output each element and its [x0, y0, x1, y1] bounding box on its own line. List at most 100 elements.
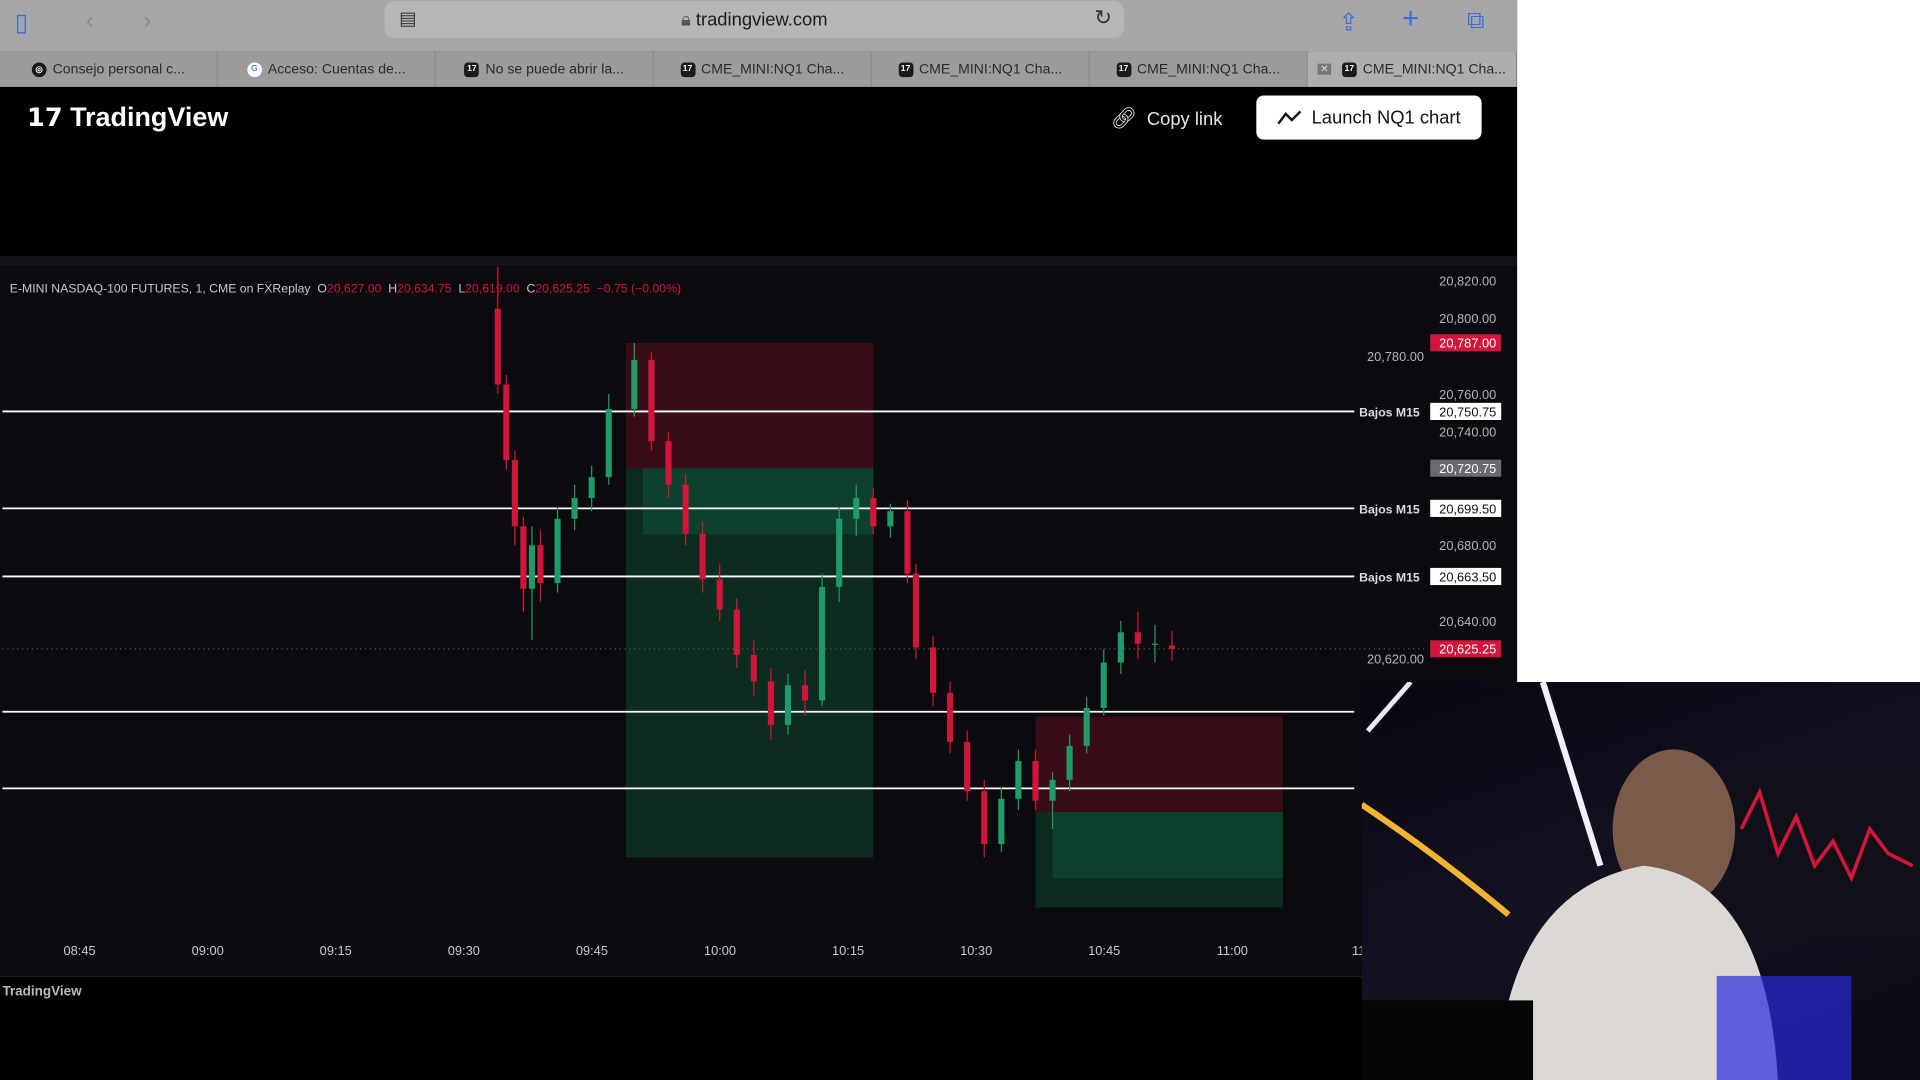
candle-body: [1168, 645, 1176, 649]
share-icon[interactable]: ⇪: [1338, 9, 1359, 37]
level-price-badge: [1430, 402, 1502, 420]
tabs-overview-icon[interactable]: ⧉: [1466, 7, 1485, 35]
reader-icon[interactable]: ▤: [399, 8, 417, 30]
tv-footer-logo[interactable]: TradingView: [2, 984, 82, 1000]
open-value: 20,627.00: [326, 282, 382, 297]
level-price-badge: [1430, 567, 1502, 586]
level-label: Bajos M15: [1359, 502, 1420, 516]
stop-zone-0: [625, 342, 874, 469]
chart-area[interactable]: Bajos M15 Bajos M15 Bajos M15 20,820.00 20,8…: [0, 255, 1518, 1006]
level-label: Bajos M15: [1359, 405, 1420, 419]
candle-body: [981, 791, 988, 845]
tradingview-icon: 17: [680, 61, 695, 77]
lock-icon: 🔒︎: [680, 9, 691, 31]
price-tick: 20,780.00: [1367, 349, 1424, 364]
candle-body: [767, 681, 774, 725]
reload-icon[interactable]: ↻: [1094, 6, 1112, 30]
candle-body: [648, 359, 655, 442]
time-tick: 09:15: [320, 943, 352, 958]
candle-body: [605, 409, 612, 478]
candle-body: [964, 742, 971, 792]
high-label: H: [388, 282, 398, 297]
candle-body: [528, 545, 535, 589]
price-badge: [1430, 640, 1502, 658]
candle-body: [750, 654, 757, 682]
candle-body: [870, 497, 877, 527]
sidebar-icon[interactable]: ▯: [14, 9, 29, 37]
tab-0[interactable]: ◎ Consejo personal c...: [0, 51, 218, 87]
tab-bar: ◎ Consejo personal c... G Acceso: Cuentas d…: [0, 51, 1518, 87]
tab-3[interactable]: 17 CME_MINI:NQ1 Cha...: [654, 51, 872, 87]
time-tick: 09:00: [192, 943, 224, 958]
candle-body: [682, 484, 689, 534]
time-tick: 10:30: [960, 943, 992, 958]
target-zone-1: [1035, 812, 1283, 908]
forward-icon[interactable]: ›: [143, 7, 152, 35]
candle-body: [801, 685, 809, 701]
tab-label: CME_MINI:NQ1 Cha...: [1362, 61, 1506, 77]
candle-body: [1032, 760, 1039, 801]
time-tick: 10:15: [832, 943, 864, 958]
price-tick: 20,740.00: [1439, 425, 1496, 440]
tab-1[interactable]: G Acceso: Cuentas de...: [218, 51, 436, 87]
candle-body: [947, 692, 954, 743]
candle-body: [665, 441, 672, 485]
candle-body: [588, 477, 595, 498]
candle-body: [554, 518, 561, 584]
tab-2[interactable]: 17 No se puede abrir la...: [436, 51, 654, 87]
time-tick: 10:45: [1088, 943, 1120, 958]
candle-body: [887, 511, 894, 527]
copy-link-label: Copy link: [1146, 108, 1223, 130]
copy-link-button[interactable]: 🔗︎ Copy link: [1111, 107, 1223, 131]
tradingview-icon: 17: [1116, 61, 1131, 77]
level-price-text: 20,750.75: [1439, 404, 1496, 419]
candle-body: [1083, 707, 1090, 746]
price-badge: [1430, 459, 1502, 477]
candle-body: [1015, 760, 1022, 799]
chart-legend: E-MINI NASDAQ-100 FUTURES, 1, CME on FXR…: [10, 283, 681, 296]
address-bar[interactable]: ▤ 🔒︎ tradingview.com ↻: [384, 1, 1125, 38]
tab-label: CME_MINI:NQ1 Cha...: [918, 61, 1063, 77]
close-tab-icon[interactable]: ✕: [1317, 63, 1331, 75]
candle-body: [930, 647, 937, 693]
candle-body: [699, 533, 706, 580]
low-value: 20,619.00: [465, 282, 520, 297]
time-tick: 09:30: [448, 943, 480, 958]
price-tick: 20,680.00: [1439, 538, 1496, 553]
time-tick: 08:45: [64, 943, 96, 958]
launch-chart-button[interactable]: Launch NQ1 chart: [1256, 95, 1482, 140]
tab-4[interactable]: 17 CME_MINI:NQ1 Cha...: [872, 51, 1090, 87]
new-tab-icon[interactable]: +: [1402, 2, 1420, 36]
time-tick: 11:00: [1217, 943, 1248, 958]
level-label: Bajos M15: [1359, 570, 1420, 584]
change-value: −0.75 (−0.00%): [596, 282, 682, 297]
tradingview-header: 𝟭𝟳 TradingView 🔗︎ Copy link Launch NQ1 cha…: [0, 86, 1518, 256]
low-label: L: [458, 282, 466, 297]
back-icon[interactable]: ‹: [85, 7, 94, 35]
level-price-text: 20,663.50: [1439, 569, 1496, 584]
level-price-badge: [1430, 499, 1502, 517]
candle-body: [571, 497, 578, 519]
candle-body: [511, 460, 518, 527]
logo-text: TradingView: [70, 101, 229, 133]
google-icon: G: [247, 61, 262, 77]
candle-body: [1100, 662, 1107, 708]
tab-6[interactable]: ✕ 17 CME_MINI:NQ1 Cha...: [1307, 51, 1518, 87]
time-tick: 10:00: [704, 943, 736, 958]
stop-zone-1: [1035, 716, 1283, 813]
chatgpt-icon: ◎: [31, 61, 47, 77]
candle-body: [836, 518, 843, 587]
time-tick: 09:45: [576, 943, 608, 958]
candle-body: [1066, 745, 1073, 780]
price-tick: 20,800.00: [1439, 311, 1496, 326]
tradingview-logo[interactable]: 𝟭𝟳 TradingView: [27, 102, 228, 134]
tab-5[interactable]: 17 CME_MINI:NQ1 Cha...: [1090, 51, 1308, 87]
chart-footer: TradingView: [0, 975, 1518, 1006]
candle-body: [1134, 632, 1141, 644]
chart-svg[interactable]: Bajos M15 Bajos M15 Bajos M15 20,820.00 20,8…: [0, 266, 1517, 1006]
close-label: C: [526, 282, 536, 297]
open-label: O: [317, 282, 327, 297]
tab-label: Acceso: Cuentas de...: [267, 61, 406, 77]
candle-body: [819, 586, 826, 701]
